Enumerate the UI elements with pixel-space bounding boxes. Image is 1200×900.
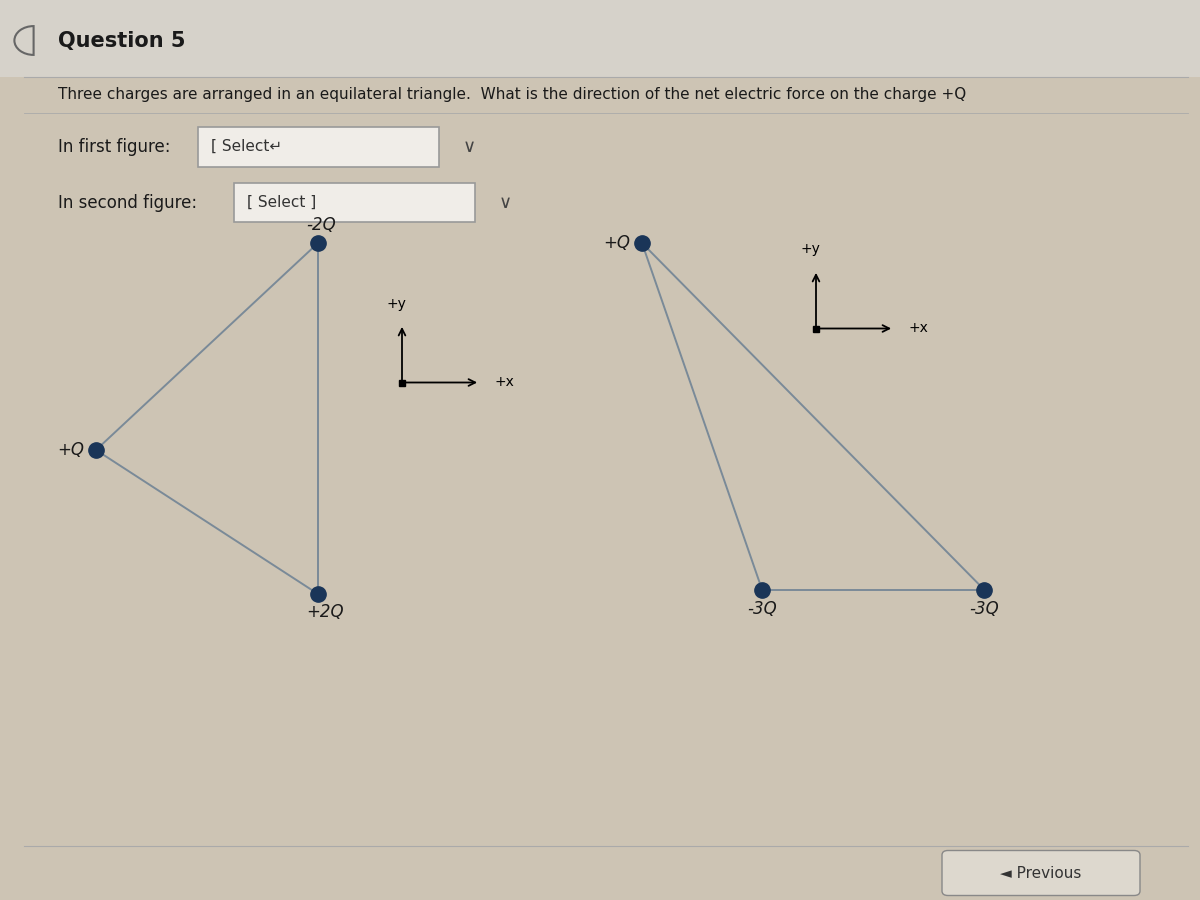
Text: [ Select ]: [ Select ] (247, 195, 317, 210)
Text: [ Select↵: [ Select↵ (211, 140, 282, 154)
FancyBboxPatch shape (0, 0, 1200, 76)
Text: ∨: ∨ (499, 194, 511, 212)
Text: Question 5: Question 5 (58, 31, 185, 50)
FancyBboxPatch shape (942, 850, 1140, 896)
Text: ∨: ∨ (463, 138, 475, 156)
FancyBboxPatch shape (234, 183, 475, 222)
Text: -3Q: -3Q (970, 600, 998, 618)
FancyBboxPatch shape (198, 127, 439, 166)
Text: ◄ Previous: ◄ Previous (1001, 866, 1081, 880)
Text: In first figure:: In first figure: (58, 138, 170, 156)
Text: Three charges are arranged in an equilateral triangle.  What is the direction of: Three charges are arranged in an equilat… (58, 87, 966, 102)
Text: In second figure:: In second figure: (58, 194, 197, 212)
Text: +Q: +Q (604, 234, 630, 252)
Text: +2Q: +2Q (306, 603, 343, 621)
Text: +x: +x (908, 321, 929, 336)
Text: +y: +y (800, 242, 820, 256)
Text: -3Q: -3Q (748, 600, 776, 618)
Text: +x: +x (494, 375, 515, 390)
Text: +y: +y (386, 296, 406, 310)
Text: -2Q: -2Q (306, 216, 336, 234)
Text: +Q: +Q (58, 441, 84, 459)
